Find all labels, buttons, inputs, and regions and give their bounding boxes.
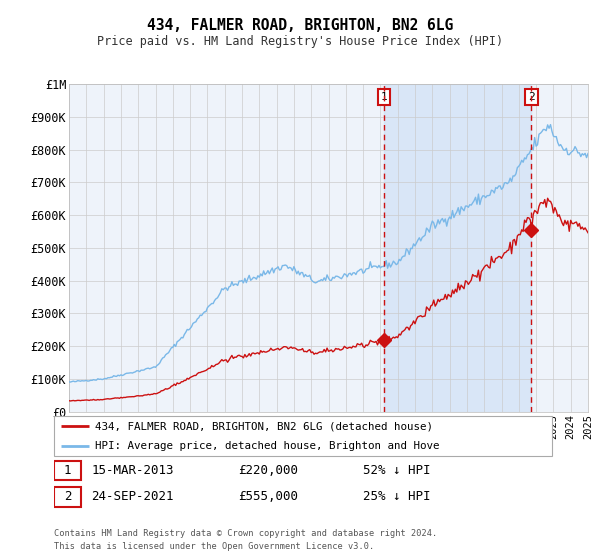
Text: 434, FALMER ROAD, BRIGHTON, BN2 6LG (detached house): 434, FALMER ROAD, BRIGHTON, BN2 6LG (det… xyxy=(95,421,433,431)
FancyBboxPatch shape xyxy=(54,461,82,480)
Text: Price paid vs. HM Land Registry's House Price Index (HPI): Price paid vs. HM Land Registry's House … xyxy=(97,35,503,48)
Text: £220,000: £220,000 xyxy=(238,464,298,477)
Text: 25% ↓ HPI: 25% ↓ HPI xyxy=(363,491,430,503)
Text: Contains HM Land Registry data © Crown copyright and database right 2024.: Contains HM Land Registry data © Crown c… xyxy=(54,529,437,538)
Text: 24-SEP-2021: 24-SEP-2021 xyxy=(91,491,174,503)
Text: 1: 1 xyxy=(380,92,388,102)
Bar xyxy=(384,84,532,412)
Text: 52% ↓ HPI: 52% ↓ HPI xyxy=(363,464,430,477)
Text: 2: 2 xyxy=(528,92,535,102)
Text: 15-MAR-2013: 15-MAR-2013 xyxy=(91,464,174,477)
Text: £555,000: £555,000 xyxy=(238,491,298,503)
Text: HPI: Average price, detached house, Brighton and Hove: HPI: Average price, detached house, Brig… xyxy=(95,441,439,451)
Text: This data is licensed under the Open Government Licence v3.0.: This data is licensed under the Open Gov… xyxy=(54,542,374,550)
FancyBboxPatch shape xyxy=(54,487,82,507)
Text: 2: 2 xyxy=(64,491,71,503)
FancyBboxPatch shape xyxy=(54,416,552,456)
Text: 434, FALMER ROAD, BRIGHTON, BN2 6LG: 434, FALMER ROAD, BRIGHTON, BN2 6LG xyxy=(147,18,453,33)
Text: 1: 1 xyxy=(64,464,71,477)
